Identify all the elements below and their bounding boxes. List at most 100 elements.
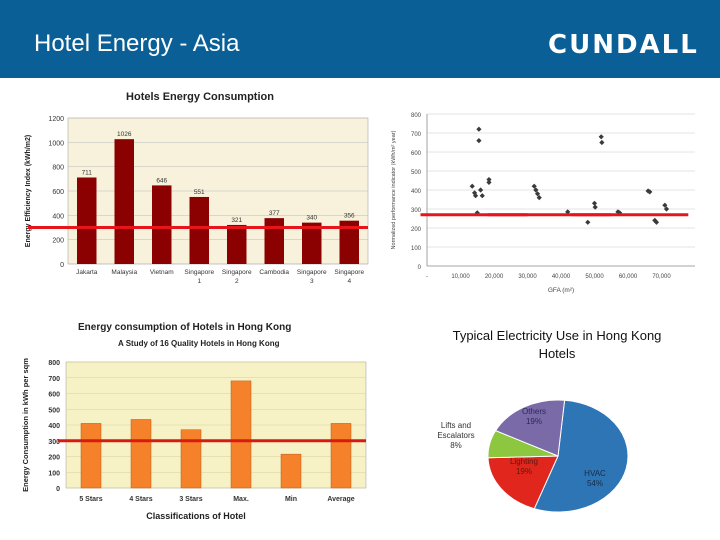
data-point xyxy=(645,188,651,194)
y-tick-label: 300 xyxy=(411,208,422,214)
x-tick-label: Average xyxy=(327,496,354,503)
y-tick-label: 700 xyxy=(411,132,422,138)
hotels-energy-bar-chart: Hotels Energy Consumption 0 200 400 600 800 10… xyxy=(22,84,372,296)
bar xyxy=(227,224,247,264)
bar xyxy=(80,423,102,489)
x-tick-label: Singapore xyxy=(222,269,252,276)
data-point xyxy=(662,202,668,208)
bar xyxy=(339,220,359,264)
y-tick-label: 300 xyxy=(48,439,60,446)
data-point xyxy=(565,209,571,215)
bar-value-label: 377 xyxy=(269,210,280,217)
y-tick-label: 800 xyxy=(48,360,60,367)
y-tick-label: 800 xyxy=(52,165,64,172)
y-tick-label: 600 xyxy=(48,392,60,399)
x-tick-label: 60,000 xyxy=(619,274,638,280)
pie-slice-label: Escalators xyxy=(437,431,474,440)
x-tick-label: Vietnam xyxy=(150,269,174,276)
pie-slice xyxy=(494,399,566,457)
x-tick-label: 50,000 xyxy=(585,274,604,280)
data-point xyxy=(653,219,660,225)
x-tick-label: Jakarta xyxy=(76,269,98,276)
x-tick-label: Cambodia xyxy=(259,269,289,276)
x-tick-label: Singapore xyxy=(297,269,327,276)
bar xyxy=(280,453,302,489)
chart-subtitle: A Study of 16 Quality Hotels in Hong Kon… xyxy=(118,339,280,348)
y-tick-label: 0 xyxy=(60,262,64,269)
pie-slice xyxy=(533,399,629,513)
bar xyxy=(77,177,97,264)
data-point xyxy=(533,187,539,193)
y-tick-label: 100 xyxy=(411,246,422,252)
pie-slice-label: 8% xyxy=(450,441,462,450)
y-tick-label: 600 xyxy=(52,189,64,196)
x-axis-label: Classifications of Hotel xyxy=(146,511,246,521)
electricity-use-pie-chart: Typical Electricity Use in Hong Kong Hote… xyxy=(420,318,700,528)
y-tick-label: 700 xyxy=(48,376,60,383)
y-tick-label: 1200 xyxy=(48,116,64,123)
y-tick-label: 400 xyxy=(411,189,422,195)
pie-slice-label: HVAC xyxy=(584,469,606,478)
x-tick-label: Singapore xyxy=(334,269,364,276)
y-tick-label: 0 xyxy=(56,486,60,493)
bar-value-label: 321 xyxy=(231,217,242,224)
x-tick-label: 70,000 xyxy=(652,274,671,280)
bar xyxy=(264,218,284,264)
x-tick-label: 20,000 xyxy=(485,274,504,280)
bar xyxy=(189,196,209,264)
x-tick-label: 2 xyxy=(235,278,239,285)
data-point xyxy=(598,134,604,140)
bar xyxy=(152,185,172,264)
x-tick-label: 40,000 xyxy=(552,274,571,280)
pie-slice-label: Lighting xyxy=(510,457,538,466)
y-tick-label: 500 xyxy=(48,407,60,414)
data-point xyxy=(591,200,598,206)
y-tick-label: 0 xyxy=(418,265,422,271)
data-point xyxy=(476,138,482,144)
y-tick-label: 400 xyxy=(48,423,60,430)
bar xyxy=(114,139,134,264)
x-tick-label: 5 Stars xyxy=(79,496,102,503)
chart-background xyxy=(385,100,705,300)
x-tick-label: - xyxy=(426,274,428,280)
chart-title: Energy consumption of Hotels in Hong Kon… xyxy=(78,322,291,333)
x-tick-label: Min xyxy=(285,496,297,503)
data-point xyxy=(663,206,670,212)
bar xyxy=(302,222,322,264)
bar xyxy=(130,419,152,489)
bar-value-label: 711 xyxy=(82,169,93,176)
data-point xyxy=(585,219,591,225)
bar xyxy=(180,429,202,489)
chart-title-line-2: Hotels xyxy=(539,346,576,361)
x-tick-label: 4 Stars xyxy=(129,496,152,503)
company-logo: CUNDALL xyxy=(548,30,699,60)
y-tick-label: 1000 xyxy=(48,140,64,147)
bar xyxy=(330,423,352,489)
x-tick-label: 10,000 xyxy=(451,274,470,280)
y-tick-label: 600 xyxy=(411,151,422,157)
slide-header: Hotel Energy - Asia CUNDALL xyxy=(0,0,720,78)
pie-slice xyxy=(487,455,559,510)
pie-slice-label: 54% xyxy=(587,479,603,488)
data-point xyxy=(599,139,605,146)
y-tick-label: 400 xyxy=(52,213,64,220)
y-tick-label: 800 xyxy=(411,113,422,119)
pie-slice-label: 19% xyxy=(526,417,542,426)
pie-slice-label: Lifts and xyxy=(441,421,471,430)
y-axis-label: Normalized performance indicator (kWh/m²… xyxy=(391,130,397,249)
y-tick-label: 200 xyxy=(411,227,422,233)
bar-value-label: 340 xyxy=(306,215,317,222)
bar-value-label: 551 xyxy=(194,189,205,196)
data-point xyxy=(531,183,537,189)
data-point xyxy=(647,189,653,195)
data-point xyxy=(534,191,541,197)
x-tick-label: 3 Stars xyxy=(179,496,202,503)
x-tick-label: 4 xyxy=(347,278,351,285)
hong-kong-hotels-bar-chart: Energy consumption of Hotels in Hong Kon… xyxy=(18,318,370,526)
y-axis-label: Energy Efficiency Index (kWh/m2) xyxy=(25,135,32,247)
x-tick-label: 30,000 xyxy=(518,274,537,280)
y-tick-label: 500 xyxy=(411,170,422,176)
pie-slice-label: Others xyxy=(522,407,546,416)
y-axis-label: Energy Consumption in kWh per sqm xyxy=(21,358,30,492)
x-tick-label: Max. xyxy=(233,496,249,503)
